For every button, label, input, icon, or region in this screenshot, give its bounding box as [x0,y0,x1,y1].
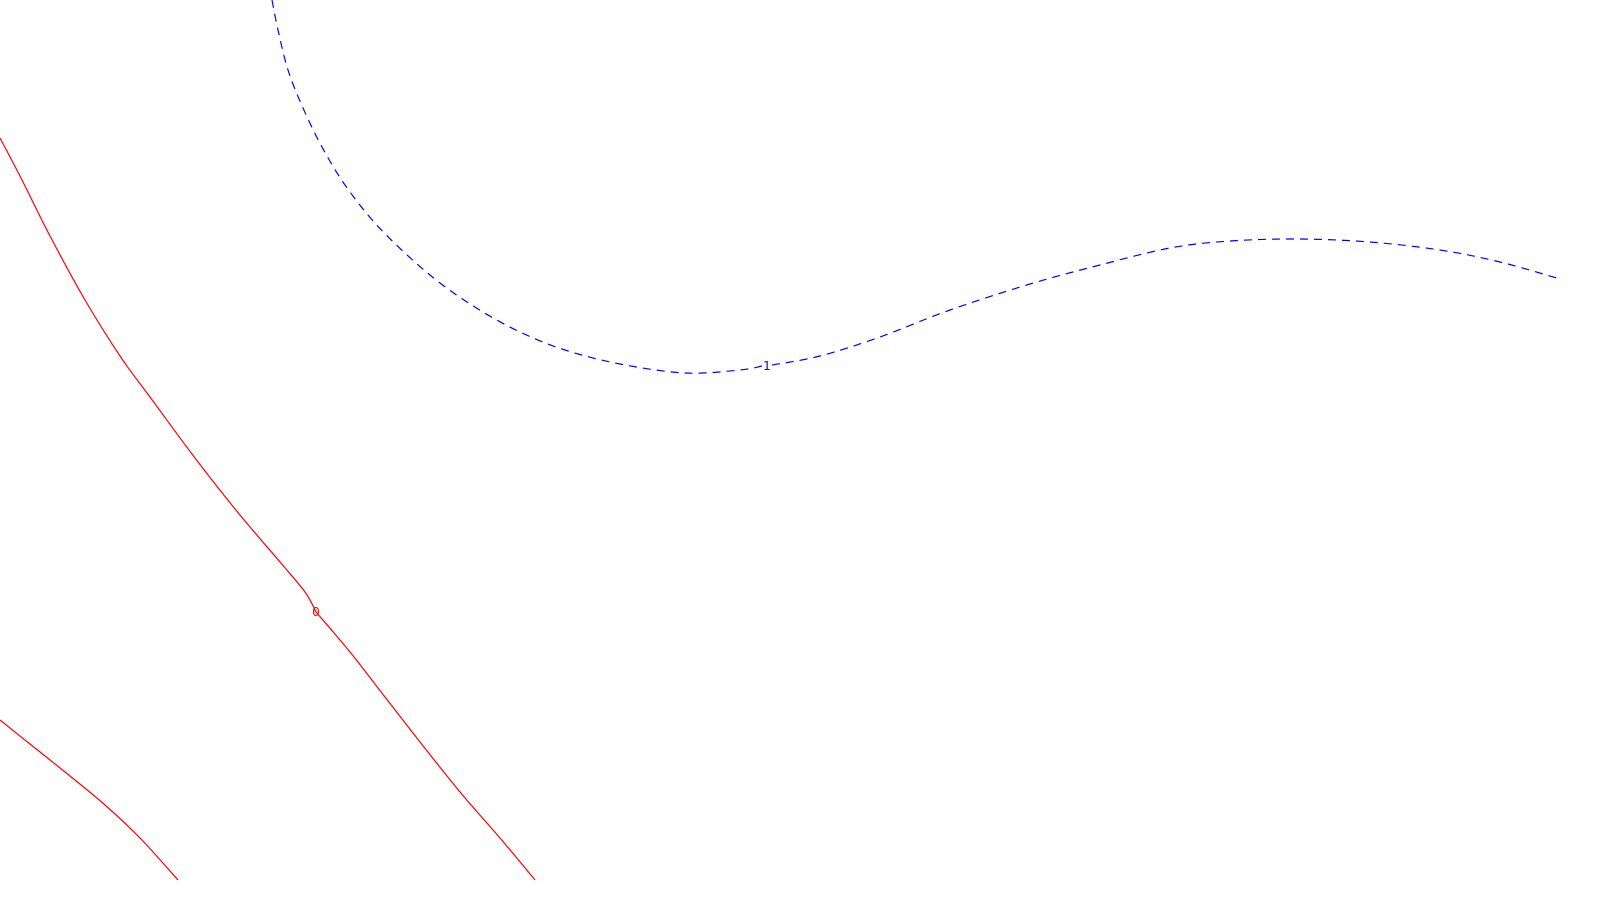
contour-lines [0,0,1561,881]
contour-label-1: 1 [763,359,771,373]
contour-line-unlabeled-1-segment-0 [0,719,179,881]
contour-line-1-segment-0 [271,0,763,374]
contour-line-0-segment-1 [315,611,536,881]
contour-labels: 01 [312,359,771,619]
contour-line-1-segment-1 [771,238,1561,366]
contour-label-0: 0 [312,605,320,619]
contour-line-0-segment-0 [0,137,317,613]
